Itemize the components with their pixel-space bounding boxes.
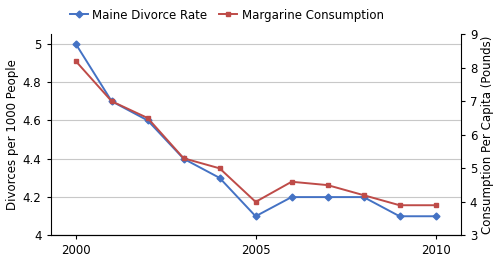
Maine Divorce Rate: [180, 157, 186, 160]
Maine Divorce Rate: [288, 195, 294, 199]
Maine Divorce Rate: [108, 100, 114, 103]
Maine Divorce Rate: [396, 215, 402, 218]
Maine Divorce Rate: [216, 176, 222, 180]
Line: Maine Divorce Rate: Maine Divorce Rate: [74, 41, 438, 219]
Margarine Consumption: [216, 167, 222, 170]
Maine Divorce Rate: [432, 215, 438, 218]
Margarine Consumption: [288, 180, 294, 183]
Y-axis label: Consumption Per Capita (Pounds): Consumption Per Capita (Pounds): [482, 36, 494, 234]
Margarine Consumption: [108, 100, 114, 103]
Margarine Consumption: [324, 184, 330, 187]
Maine Divorce Rate: [252, 215, 258, 218]
Margarine Consumption: [252, 200, 258, 204]
Maine Divorce Rate: [144, 119, 150, 122]
Margarine Consumption: [396, 204, 402, 207]
Margarine Consumption: [180, 157, 186, 160]
Margarine Consumption: [432, 204, 438, 207]
Y-axis label: Divorces per 1000 People: Divorces per 1000 People: [6, 59, 18, 210]
Maine Divorce Rate: [360, 195, 366, 199]
Margarine Consumption: [360, 194, 366, 197]
Line: Margarine Consumption: Margarine Consumption: [74, 59, 438, 208]
Margarine Consumption: [144, 117, 150, 120]
Legend: Maine Divorce Rate, Margarine Consumption: Maine Divorce Rate, Margarine Consumptio…: [66, 4, 388, 26]
Maine Divorce Rate: [324, 195, 330, 199]
Margarine Consumption: [72, 59, 78, 63]
Maine Divorce Rate: [72, 42, 78, 45]
